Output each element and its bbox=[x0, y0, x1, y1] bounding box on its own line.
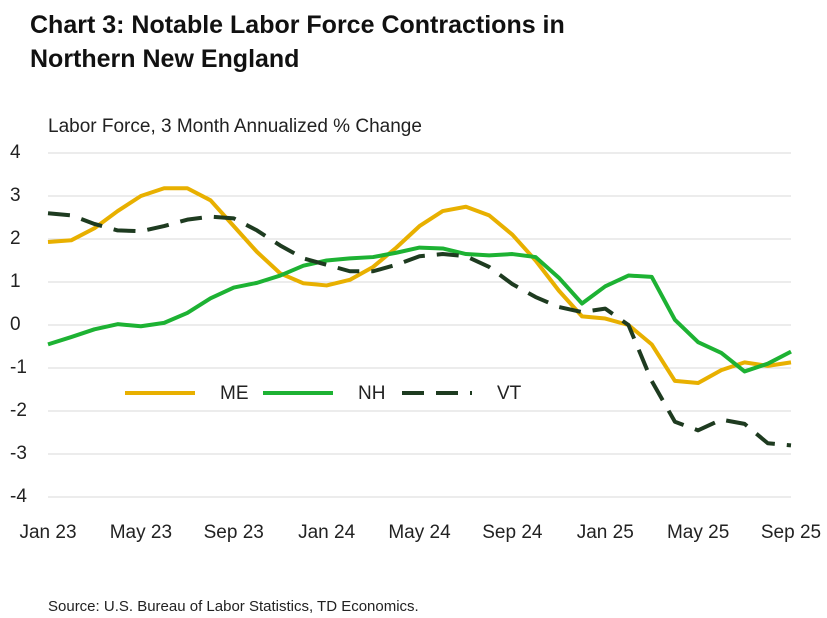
x-tick-label: Sep 25 bbox=[761, 522, 821, 543]
y-tick-label: 2 bbox=[10, 228, 21, 249]
x-tick-label: Jan 25 bbox=[577, 522, 634, 543]
x-tick-label: Sep 24 bbox=[482, 522, 543, 543]
series-line bbox=[47, 211, 792, 448]
y-tick-label: -1 bbox=[10, 357, 27, 378]
x-tick-label: Jan 24 bbox=[298, 522, 355, 543]
legend-label: NH bbox=[358, 383, 385, 404]
source: Source: U.S. Bureau of Labor Statistics,… bbox=[48, 598, 419, 615]
y-axis-label: Labor Force, 3 Month Annualized % Change bbox=[48, 116, 422, 137]
x-tick-label: May 25 bbox=[667, 522, 729, 543]
y-tick-label: 1 bbox=[10, 271, 21, 292]
x-tick-label: Sep 23 bbox=[204, 522, 264, 543]
x-tick-label: May 23 bbox=[110, 522, 172, 543]
legend-label: ME bbox=[220, 383, 249, 404]
y-tick-label: -2 bbox=[10, 400, 27, 421]
x-tick-label: Jan 23 bbox=[19, 522, 76, 543]
y-tick-label: -4 bbox=[10, 486, 27, 507]
y-tick-label: 0 bbox=[10, 314, 21, 335]
series-line bbox=[47, 245, 792, 374]
y-tick-label: 3 bbox=[10, 185, 21, 206]
legend-label: VT bbox=[497, 383, 522, 404]
y-tick-label: -3 bbox=[10, 443, 27, 464]
x-tick-label: May 24 bbox=[388, 522, 451, 543]
chart-title: Chart 3: Notable Labor Force Contraction… bbox=[30, 11, 565, 73]
y-tick-label: 4 bbox=[10, 142, 21, 163]
series-line bbox=[47, 186, 792, 386]
